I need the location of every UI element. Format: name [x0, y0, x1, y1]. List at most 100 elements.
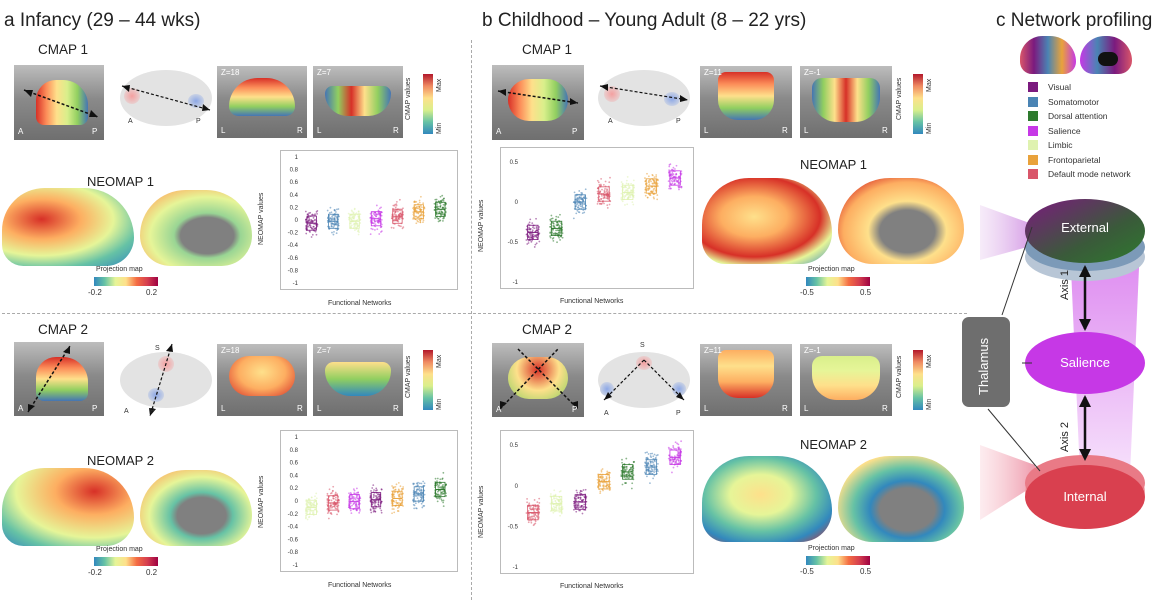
data-point [531, 508, 533, 510]
data-point [304, 210, 307, 213]
data-point [396, 219, 398, 221]
data-point [667, 170, 670, 173]
data-point [577, 211, 580, 213]
data-point [608, 181, 611, 184]
data-point [558, 224, 561, 227]
data-point [371, 487, 374, 489]
infancy-cmap1-schematic-p: P [196, 118, 201, 125]
data-point [311, 511, 314, 514]
data-point [582, 199, 585, 202]
data-point [421, 506, 424, 509]
data-point [533, 499, 536, 501]
data-point [308, 501, 310, 504]
data-point [436, 480, 438, 483]
data-point [395, 204, 398, 207]
data-point [308, 217, 311, 219]
slice-r: R [782, 126, 788, 135]
legend-swatch [1028, 154, 1038, 165]
data-point [527, 242, 530, 244]
network-point-cloud [596, 176, 612, 209]
data-point [332, 226, 335, 229]
slice-l: L [317, 126, 322, 135]
data-point [369, 508, 372, 511]
y-tick-label: -0.5 [508, 240, 519, 246]
data-point [525, 512, 528, 514]
childhood-cmap2-s: S [640, 342, 645, 349]
data-point [332, 233, 335, 236]
data-point [417, 492, 420, 494]
childhood-cmap1-schematic-a: A [608, 118, 613, 125]
data-point [668, 448, 671, 450]
data-point [420, 208, 423, 211]
y-tick-label: 0 [515, 200, 519, 206]
childhood-cmap1-axial-slice-2: Z=-1 L R [800, 66, 892, 138]
network-point-cloud [667, 163, 683, 191]
data-point [305, 232, 308, 235]
childhood-neomap1-proj-label: Projection map [808, 266, 855, 273]
network-point-cloud [433, 471, 448, 507]
data-point [528, 226, 530, 229]
legend-swatch [1028, 82, 1038, 92]
network-point-cloud [390, 481, 405, 515]
data-point [555, 224, 558, 226]
network-point-cloud [644, 451, 659, 485]
infancy-cmap1-label: CMAP 1 [38, 42, 89, 57]
slice-r: R [782, 404, 788, 413]
data-point [680, 440, 683, 443]
data-point [397, 507, 399, 509]
data-point [596, 179, 599, 182]
y-tick-label: 1 [295, 435, 299, 441]
data-point [352, 503, 355, 506]
data-point [335, 505, 338, 508]
data-point [533, 515, 535, 518]
data-point [436, 483, 439, 486]
y-tick-label: -0.6 [288, 256, 299, 262]
data-point [653, 180, 656, 183]
cmap-max: Max [926, 354, 933, 368]
data-point [606, 207, 609, 209]
data-point [644, 188, 647, 191]
childhood-cmap2-axial-slice-1: Z=11 L R [700, 344, 792, 416]
data-point [580, 196, 583, 199]
data-point [531, 222, 534, 225]
data-point [331, 231, 333, 234]
data-point [582, 489, 585, 491]
data-point [437, 493, 440, 496]
data-point [439, 489, 442, 492]
data-point [415, 507, 418, 510]
data-point [632, 203, 635, 206]
data-point [326, 501, 329, 504]
data-point [336, 513, 338, 516]
data-point [649, 452, 652, 455]
data-point [601, 468, 604, 470]
data-point [557, 500, 560, 503]
data-point [534, 243, 537, 246]
data-point [398, 209, 401, 212]
data-point [304, 517, 307, 520]
data-point [377, 209, 380, 212]
data-point [572, 217, 575, 220]
data-point [379, 507, 382, 510]
data-point [603, 191, 606, 193]
data-point [559, 213, 561, 216]
data-point [371, 228, 374, 231]
slice-l: L [317, 404, 322, 413]
data-point [581, 504, 584, 507]
data-point [529, 218, 532, 221]
legend-item: Visual [1028, 82, 1071, 92]
infancy-cmap2-schematic-p: P [150, 408, 155, 415]
data-point [355, 487, 358, 490]
data-point [416, 207, 419, 210]
legend-item: Default mode network [1028, 169, 1131, 179]
data-point [438, 484, 440, 487]
data-point [600, 470, 603, 473]
slice-r: R [393, 126, 399, 135]
data-point [370, 227, 373, 230]
data-point [579, 498, 582, 501]
data-point [553, 225, 556, 228]
data-point [423, 482, 426, 485]
data-point [549, 218, 552, 221]
data-point [353, 489, 356, 492]
data-point [305, 507, 307, 510]
data-point [678, 454, 680, 457]
